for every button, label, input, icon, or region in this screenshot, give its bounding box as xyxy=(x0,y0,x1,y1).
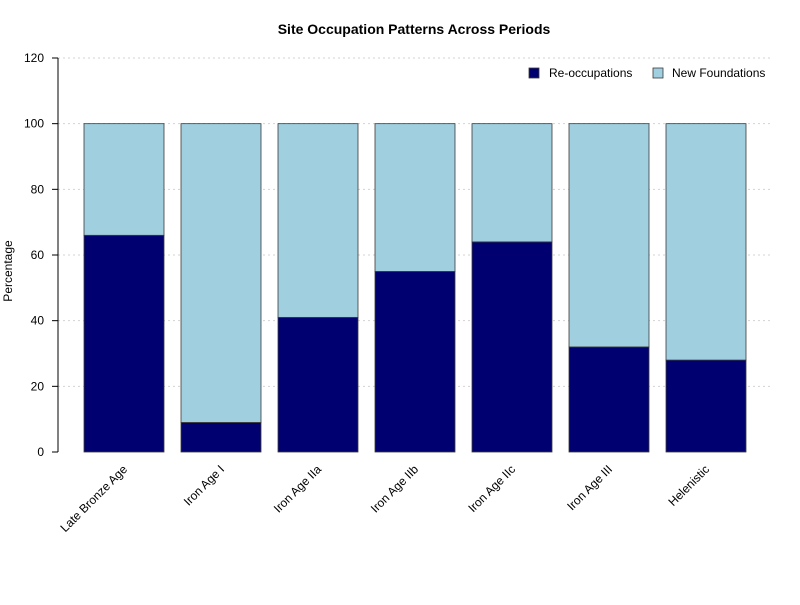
y-axis-label: Percentage xyxy=(1,240,15,302)
y-axis: 0 20 40 60 80 100 120 xyxy=(24,51,59,459)
bar-new-foundations xyxy=(83,123,165,236)
legend-swatch xyxy=(528,67,540,79)
bar-new-foundations xyxy=(374,123,456,272)
x-tick-label: Iron Age IIa xyxy=(271,462,325,516)
y-tick-label: 80 xyxy=(31,182,45,196)
bar-re-occupations xyxy=(374,271,456,453)
bar-re-occupations xyxy=(180,422,262,453)
bar-re-occupations xyxy=(471,241,553,453)
bar-new-foundations xyxy=(471,123,553,243)
bar-re-occupations xyxy=(665,359,747,453)
legend-label: Re-occupations xyxy=(549,66,632,80)
bar-new-foundations xyxy=(277,123,359,318)
bar-re-occupations xyxy=(568,346,650,453)
bar-re-occupations xyxy=(277,316,359,453)
x-tick-label: Helenistic xyxy=(665,462,712,509)
x-axis-labels: Late Bronze Age Iron Age I Iron Age IIa Iro… xyxy=(57,462,712,535)
y-tick-label: 20 xyxy=(31,379,45,393)
x-tick-label: Iron Age I xyxy=(181,462,227,508)
bar-new-foundations xyxy=(568,123,650,348)
legend-label: New Foundations xyxy=(672,66,765,80)
x-tick-label: Iron Age III xyxy=(564,462,615,513)
bars xyxy=(83,123,747,453)
y-tick-label: 120 xyxy=(24,51,44,65)
bar-re-occupations xyxy=(83,234,165,453)
legend-swatch xyxy=(652,67,664,79)
legend: Re-occupations New Foundations xyxy=(528,66,765,80)
x-tick-label: Late Bronze Age xyxy=(57,462,130,535)
y-tick-label: 100 xyxy=(24,117,44,131)
y-tick-label: 60 xyxy=(31,248,45,262)
y-tick-label: 0 xyxy=(37,445,44,459)
y-tick-label: 40 xyxy=(31,314,45,328)
bar-new-foundations xyxy=(180,123,262,423)
x-tick-label: Iron Age IIb xyxy=(368,462,422,516)
x-tick-label: Iron Age IIc xyxy=(465,462,518,515)
bar-new-foundations xyxy=(665,123,747,361)
chart-title: Site Occupation Patterns Across Periods xyxy=(278,21,551,37)
